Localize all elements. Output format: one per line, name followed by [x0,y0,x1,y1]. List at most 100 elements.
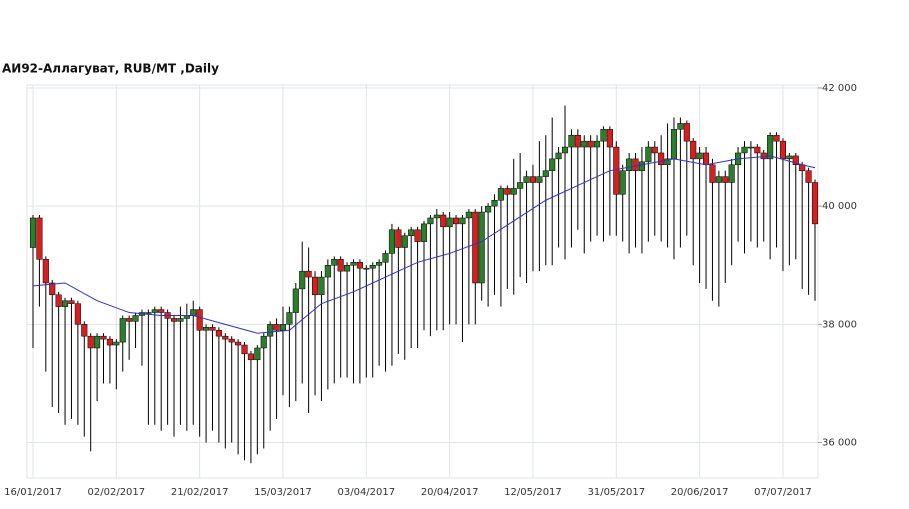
candle-body [190,309,197,316]
candle-body [773,134,780,142]
x-tick-label: 16/01/2017 [4,487,62,498]
candle-body [318,276,325,296]
candle-body [536,176,543,183]
candle-body [87,335,94,349]
candle-body [632,158,639,171]
x-tick-label: 02/02/2017 [88,487,146,498]
candle-body [260,335,267,349]
candle-body [376,262,383,266]
candle-body [440,214,447,228]
candle-body [779,140,787,160]
candle-body [36,217,43,260]
candle-body [177,318,184,322]
candle-body [29,217,37,248]
candle-body [305,270,312,278]
candle-body [485,205,492,213]
candle-body [658,152,665,166]
candle-body [145,312,152,314]
candle-body [401,235,408,248]
candle-body [683,123,690,142]
candle-body [241,344,248,355]
candle-body [805,170,812,183]
candle-body [741,146,748,154]
candle-body [254,347,261,361]
candle-body [299,270,306,290]
candle-body [158,309,165,313]
candle-body [549,158,556,171]
candle-body [427,217,434,225]
y-tick-label: 38 000 [822,319,857,330]
candle-body [42,259,49,284]
candle-body [715,176,722,183]
candle-body [555,152,562,160]
candle-body [363,267,370,270]
candle-body [331,259,338,266]
candle-body [702,152,710,166]
plot-frame [26,84,819,479]
candle-body [132,315,139,322]
candle-body [247,353,254,361]
candle-body [433,214,440,219]
candle-body [504,188,511,195]
candle-body [215,330,222,337]
x-tick-label: 21/02/2017 [171,487,229,498]
candle-body [395,229,402,248]
candle-body [645,146,652,163]
candle-body [94,335,101,349]
x-tick-label: 03/04/2017 [337,487,395,498]
candle-body [286,312,293,325]
candle-body [344,264,351,272]
candle-body [792,155,799,166]
candle-body [786,155,793,160]
candle-body [709,164,716,183]
candle-body [722,176,729,183]
candle-body [664,158,671,166]
candle-body [100,335,107,340]
candle-body [568,134,575,148]
candle-body [638,161,645,171]
y-tick-label: 36 000 [822,438,857,449]
candle-body [581,140,588,148]
candle-body [369,264,376,269]
chart-title: АИ92-Аллагуват, RUB/MT ,Daily [2,62,219,76]
candle-body [619,170,626,195]
candle-body [222,335,229,340]
candle-body [574,134,581,148]
candle-body [478,211,485,284]
candle-body [747,146,754,149]
candle-body [170,318,178,322]
candle-body [356,262,363,269]
candle-body [388,229,396,254]
candle-body [382,253,389,263]
candle-body [690,140,697,160]
candle-body [267,324,274,337]
candle-body [337,259,344,272]
candle-body [452,217,460,225]
candle-body [203,327,210,331]
candle-body [696,152,703,160]
candle-body [420,223,428,242]
candle-body [68,300,75,304]
candle-body [670,129,678,160]
candle-body [106,338,113,346]
x-tick-label: 07/07/2017 [754,487,812,498]
candle-body [491,199,498,207]
candle-body [600,129,607,142]
candle-body [472,211,479,284]
candle-body [311,276,319,296]
candle-body [587,140,594,148]
candle-body [517,182,524,189]
x-tick-label: 20/06/2017 [671,487,729,498]
candle-body [767,134,774,160]
x-tick-label: 12/05/2017 [504,487,562,498]
y-tick-label: 40 000 [822,201,857,212]
candle-body [651,146,658,154]
candle-body [209,327,216,331]
y-tick-label: 42 000 [822,83,857,94]
candle-body [81,324,88,337]
candle-body [292,288,299,313]
candle-body [626,158,633,171]
candle-body [119,318,126,343]
